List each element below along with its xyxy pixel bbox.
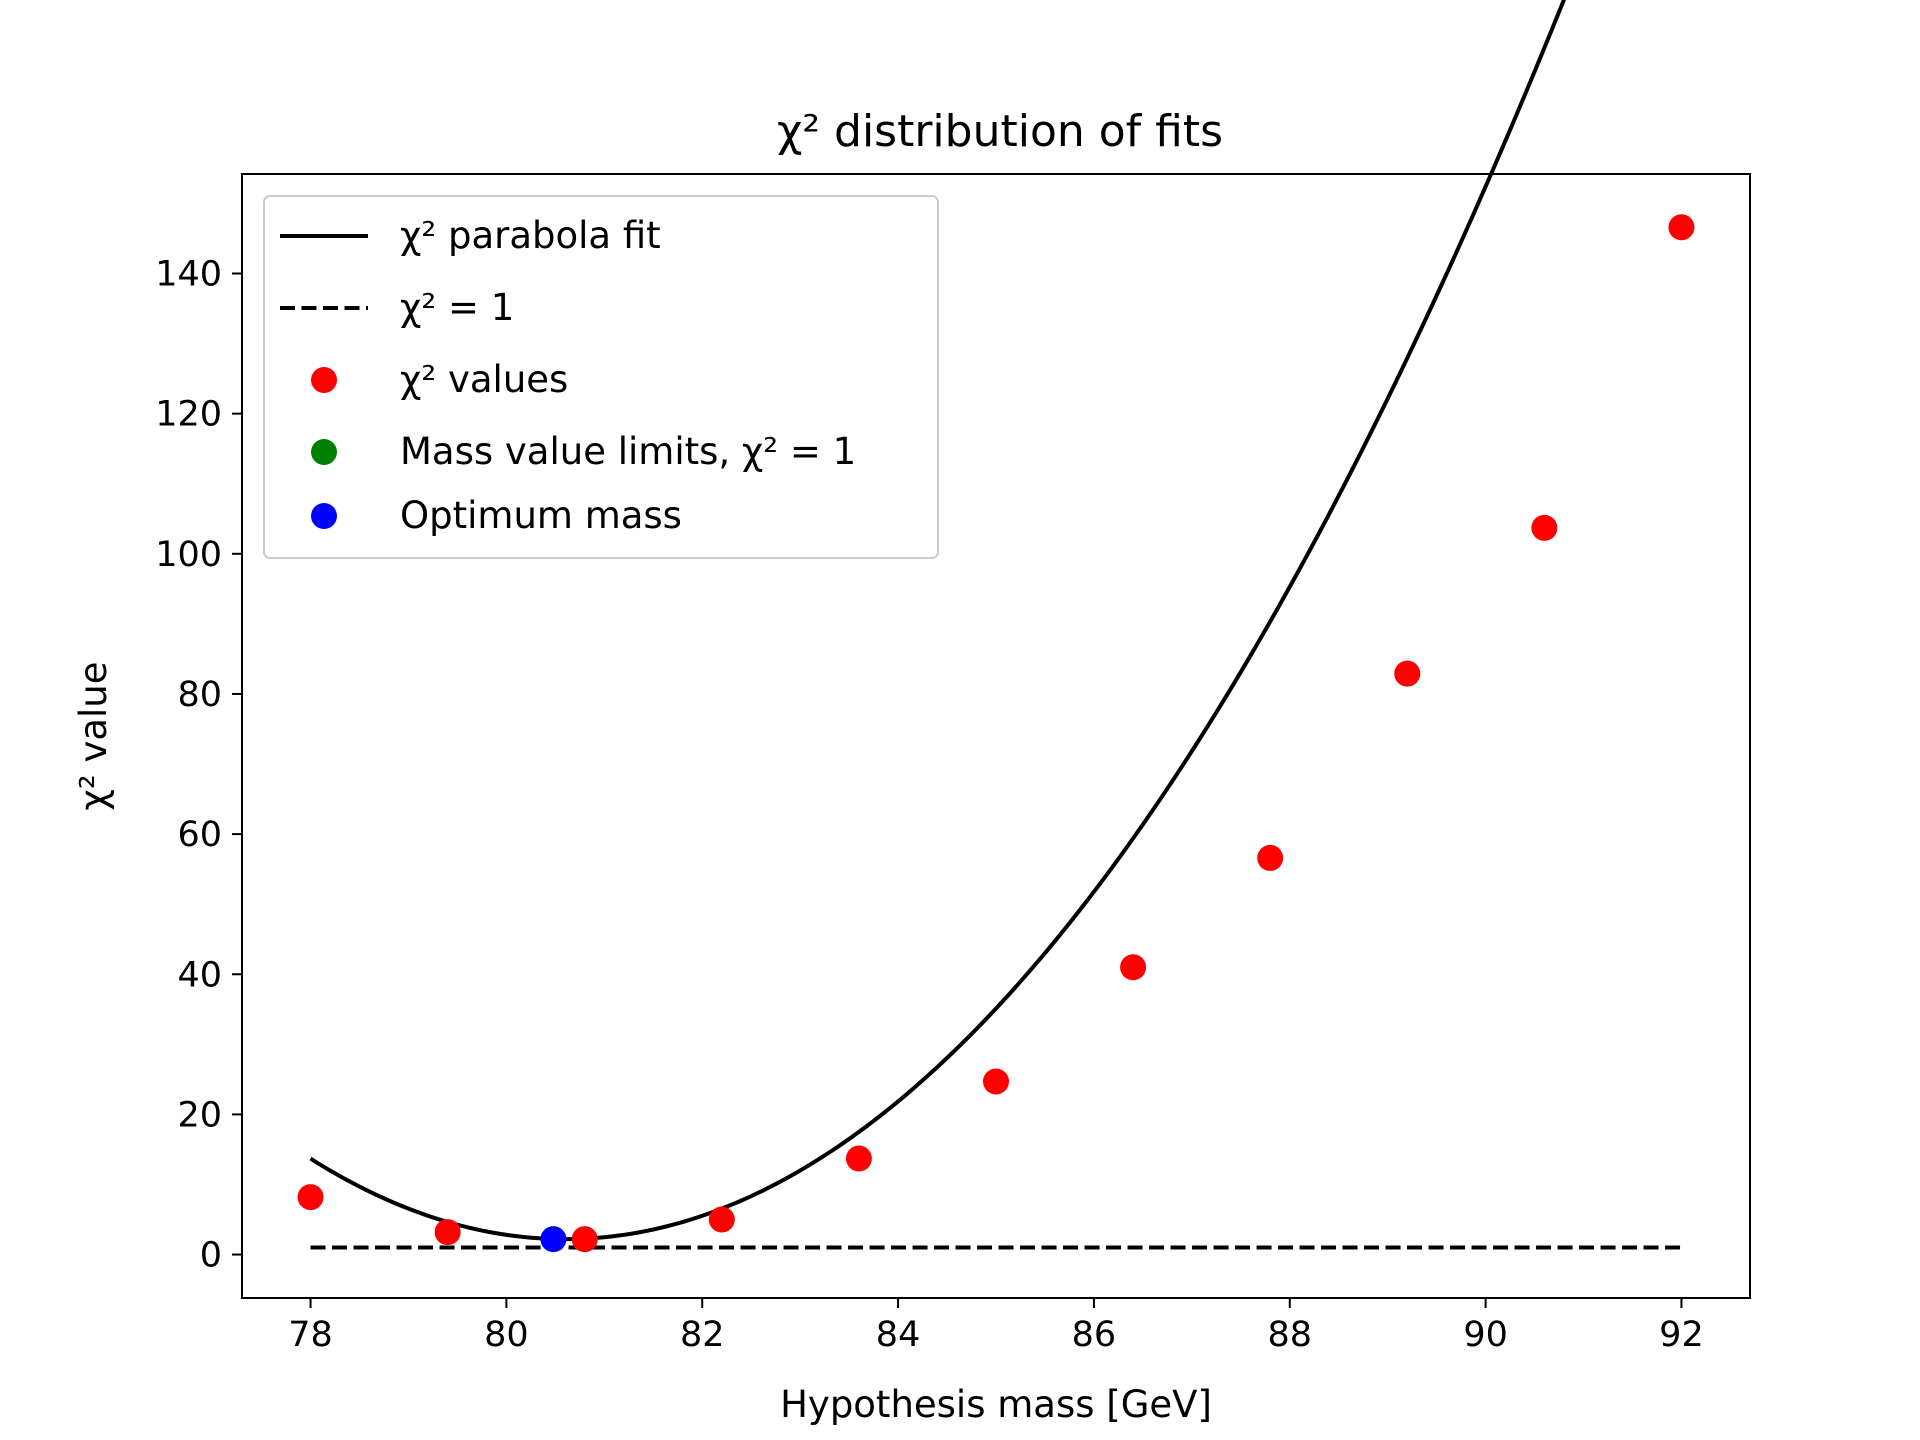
plot-marks [297, 0, 1695, 1253]
legend-entry: χ² = 1 [280, 286, 514, 329]
legend-frame [263, 195, 939, 559]
data-point-chi2-value [1531, 514, 1558, 541]
y-tick-label: 20 [177, 1095, 222, 1135]
data-point-chi2-value [1394, 660, 1421, 687]
data-point-chi2-value [1120, 954, 1147, 981]
data-point-chi2-value [434, 1219, 461, 1246]
data-point-chi2-value [571, 1226, 598, 1253]
x-tick-label: 90 [1463, 1315, 1508, 1355]
legend-dot-marker [311, 367, 337, 393]
y-tick-label: 140 [155, 255, 222, 295]
legend-dot-marker [311, 503, 337, 529]
y-tick-label: 80 [177, 675, 222, 715]
chart-title: χ² distribution of fits [777, 106, 1223, 157]
y-tick-label: 120 [155, 395, 222, 435]
y-tick-label: 40 [177, 955, 222, 995]
legend-entry: Optimum mass [311, 494, 682, 537]
legend-entry: χ² values [311, 358, 568, 401]
y-axis: 0 20 40 60 80 100 120 140 [155, 255, 242, 1276]
data-point-chi2-value [845, 1145, 872, 1172]
legend-items: χ² parabola fit χ² = 1 χ² values Mass value… [280, 214, 856, 537]
x-tick-label: 80 [484, 1315, 529, 1355]
data-point-chi2-value [297, 1184, 324, 1211]
legend-entry: χ² parabola fit [280, 214, 661, 257]
y-tick-label: 0 [200, 1236, 222, 1276]
x-axis-label: Hypothesis mass [GeV] [780, 1383, 1212, 1426]
plot-frame [241, 173, 1751, 1299]
x-tick-label: 88 [1267, 1315, 1312, 1355]
x-axis: 78 80 82 84 86 88 90 92 [288, 1298, 1704, 1355]
legend-label: Mass value limits, χ² = 1 [400, 430, 856, 473]
data-point-chi2-value [708, 1206, 735, 1233]
series-parabola-fit-line [309, 0, 1566, 1242]
data-point-chi2-value [1257, 844, 1284, 871]
x-tick-label: 92 [1659, 1315, 1704, 1355]
legend-dot-marker [311, 439, 337, 465]
legend: χ² parabola fit χ² = 1 χ² values Mass value… [263, 195, 939, 559]
legend-label: Optimum mass [400, 494, 682, 537]
data-point-chi2-value [1668, 214, 1695, 241]
legend-entry: Mass value limits, χ² = 1 [311, 430, 856, 473]
legend-label: χ² values [400, 358, 568, 401]
x-tick-label: 78 [288, 1315, 333, 1355]
x-tick-label: 82 [680, 1315, 725, 1355]
y-tick-label: 60 [177, 815, 222, 855]
y-tick-label: 100 [155, 535, 222, 575]
x-tick-label: 84 [876, 1315, 921, 1355]
y-axis-label: χ² value [72, 661, 115, 810]
legend-label: χ² = 1 [400, 286, 514, 329]
legend-label: χ² parabola fit [400, 214, 661, 257]
data-point-chi2-value [983, 1068, 1009, 1095]
x-tick-label: 86 [1072, 1315, 1117, 1355]
data-point-optimum-mass [540, 1226, 567, 1253]
